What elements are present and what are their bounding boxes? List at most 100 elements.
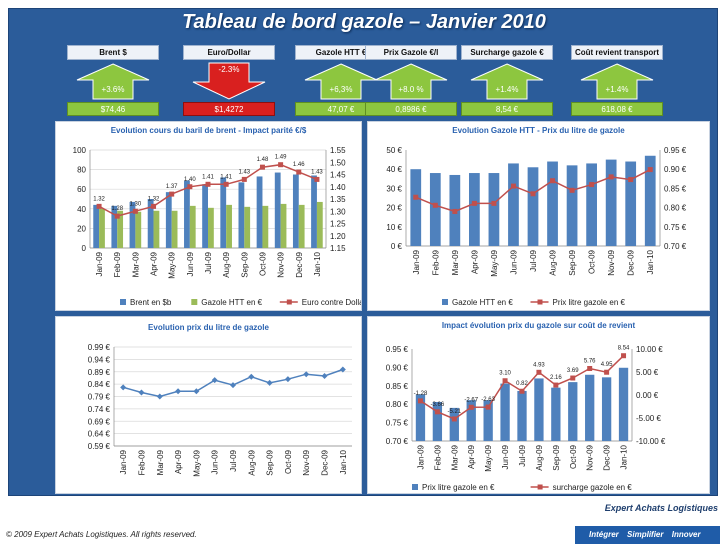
legend-label: Gazole HTT en €: [452, 298, 513, 307]
x-tick-label: Oct-09: [258, 251, 267, 276]
bar: [527, 167, 539, 246]
data-label: 1.43: [311, 169, 323, 175]
x-tick-label: Jan-09: [95, 251, 104, 276]
y-tick-label: 0.94 €: [88, 355, 111, 364]
y2-tick-label: 1.35: [330, 195, 346, 204]
line-point: [491, 200, 497, 206]
bar: [238, 182, 245, 248]
bar: [220, 177, 227, 248]
x-tick-label: Jan-09: [416, 444, 425, 469]
kpi-tile: Euro/Dollar -2.3% $1,4272: [183, 45, 275, 117]
bar: [292, 174, 299, 248]
y2-tick-label: 0.85 €: [664, 184, 687, 193]
bar: [165, 192, 172, 248]
kpi-tile: Prix Gazole €/l +8.0 % 0,8986 €: [365, 45, 457, 117]
x-tick-label: Feb-09: [433, 444, 442, 470]
x-tick-label: Jun-09: [509, 249, 518, 274]
line-point: [608, 174, 614, 180]
y-tick-label: 10 €: [386, 223, 402, 232]
legend-label: Brent en $b: [130, 298, 172, 307]
line-point: [169, 191, 175, 197]
x-tick-label: Aug-09: [247, 449, 256, 475]
y-tick-label: 0 €: [391, 242, 403, 251]
kpi-value: 0,8986 €: [365, 102, 457, 116]
line-point: [248, 373, 255, 380]
y-tick-label: 30 €: [386, 184, 402, 193]
kpi-label: Coût revient transport: [571, 45, 663, 60]
line-point: [296, 169, 302, 175]
x-tick-label: Jun-09: [186, 251, 195, 276]
bar: [202, 184, 208, 248]
line-point: [241, 176, 247, 182]
line-point: [468, 404, 474, 410]
brent-chart-title: Evolution cours du baril de brent - Impa…: [110, 126, 307, 135]
data-label: -2.67: [464, 397, 478, 403]
brent-chart: 0 20 40 60 80 100 1.15 1.20 1.25 1.30 1.35 1.40 1.45…: [73, 146, 367, 307]
line-point: [569, 187, 575, 193]
x-tick-label: Jan-09: [119, 449, 128, 474]
bar: [208, 207, 214, 248]
data-label: 1.48: [257, 157, 269, 163]
bar: [605, 159, 617, 246]
kpi-tile: Coût revient transport +1.4% 618,08 €: [571, 45, 663, 117]
data-label: -2.63: [481, 397, 495, 403]
y2-tick-label: 0.95 €: [664, 146, 687, 155]
x-tick-label: May-09: [192, 449, 201, 476]
y2-tick-label: 1.15: [330, 244, 346, 253]
y-tick-label: 0.64 €: [88, 430, 111, 439]
data-label: 3.69: [567, 368, 579, 374]
y-tick-label: 0.80 €: [386, 400, 409, 409]
bar: [147, 199, 154, 248]
line-point: [339, 366, 346, 373]
brent-chart-panel: Evolution cours du baril de brent - Impa…: [55, 121, 367, 311]
kpi-label: Prix Gazole €/l: [365, 45, 457, 60]
bar: [449, 407, 459, 441]
kpi-value: 618,08 €: [571, 102, 663, 116]
data-label: 1.32: [148, 196, 160, 202]
line-point: [259, 164, 265, 170]
x-tick-label: Jul-09: [204, 251, 213, 273]
line-point: [151, 203, 157, 209]
y2-tick-label: 0.00 €: [636, 391, 659, 400]
bar: [153, 210, 160, 248]
arrow-up-icon: [304, 63, 378, 100]
legend-swatch: [412, 484, 418, 490]
x-tick-label: Apr-09: [467, 444, 476, 469]
line-point: [193, 388, 200, 395]
kpi-label: Euro/Dollar: [183, 45, 275, 60]
y2-tick-label: 0.70 €: [664, 242, 687, 251]
x-tick-label: Oct-09: [284, 449, 293, 474]
bar: [585, 374, 595, 441]
data-label: 1.40: [184, 177, 196, 183]
bar: [469, 173, 480, 246]
bar: [534, 378, 544, 441]
x-tick-label: Apr-09: [174, 449, 183, 474]
line-point: [471, 200, 477, 206]
x-tick-label: May-09: [490, 249, 499, 276]
x-tick-label: Jul-09: [229, 449, 238, 471]
x-tick-label: Aug-09: [535, 444, 544, 470]
x-tick-label: Jan-10: [339, 449, 348, 474]
x-tick-label: May-09: [168, 251, 177, 278]
line-point: [211, 377, 218, 384]
arrow-up-icon: [470, 63, 544, 100]
x-tick-label: Sep-09: [266, 449, 275, 475]
legend-swatch-marker: [537, 299, 543, 305]
line-point: [452, 208, 458, 214]
y2-tick-label: 0.80 €: [664, 204, 687, 213]
data-label: 1.37: [166, 184, 178, 190]
arrow-up-icon: [374, 63, 448, 100]
bar: [171, 210, 178, 248]
x-tick-label: Jan-10: [620, 444, 629, 469]
data-label: 1.41: [202, 174, 214, 180]
y2-tick-label: -10.00 €: [636, 437, 666, 446]
x-tick-label: Jun-09: [501, 444, 510, 469]
x-tick-label: Mar-09: [451, 249, 460, 275]
line-point: [230, 382, 236, 389]
line-point: [132, 208, 138, 214]
y-tick-label: 80: [77, 166, 86, 175]
y2-tick-label: 1.45: [330, 171, 346, 180]
line-point: [303, 371, 310, 378]
legend-label: Gazole HTT en €: [201, 298, 262, 307]
line-point: [434, 409, 440, 415]
